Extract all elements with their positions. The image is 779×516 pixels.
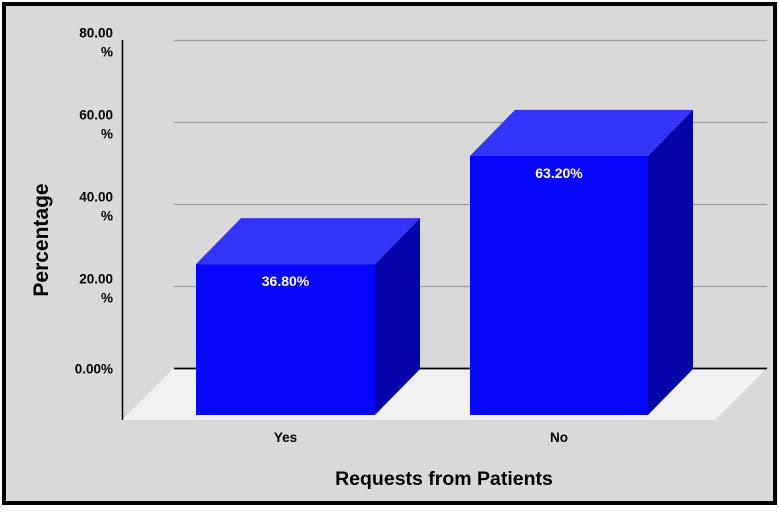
bar-top-face (196, 218, 420, 265)
bar-no (470, 109, 693, 415)
bar-yes (196, 218, 420, 415)
category-label: No (550, 430, 568, 445)
bar-front-face (196, 264, 375, 415)
y-tick-label: % (101, 209, 113, 224)
bar-front-face (470, 155, 648, 415)
y-axis-title: Percentage (30, 183, 53, 296)
y-tick-label: 60.00 (79, 108, 113, 123)
y-tick-label: 80.00 (79, 26, 113, 41)
data-label: 63.20% (535, 165, 583, 181)
data-label: 36.80% (262, 273, 310, 289)
bars-layer (196, 109, 693, 415)
y-tick-label: % (101, 291, 113, 306)
bar-side-face (375, 218, 420, 415)
labels-layer: 36.80% Yes 63.20% No 80.00% 60.00% 40.00% 20.00… (75, 26, 584, 446)
bar-side-face (648, 109, 693, 415)
y-tick-label: 0.00% (75, 362, 113, 377)
bar-top-face (470, 109, 693, 156)
x-axis-title: Requests from Patients (335, 468, 553, 490)
y-tick-label: % (101, 127, 113, 142)
y-tick-label: 20.00 (79, 272, 113, 287)
y-tick-label: 40.00 (79, 190, 113, 205)
y-tick-label: % (101, 45, 113, 60)
category-label: Yes (274, 430, 297, 445)
